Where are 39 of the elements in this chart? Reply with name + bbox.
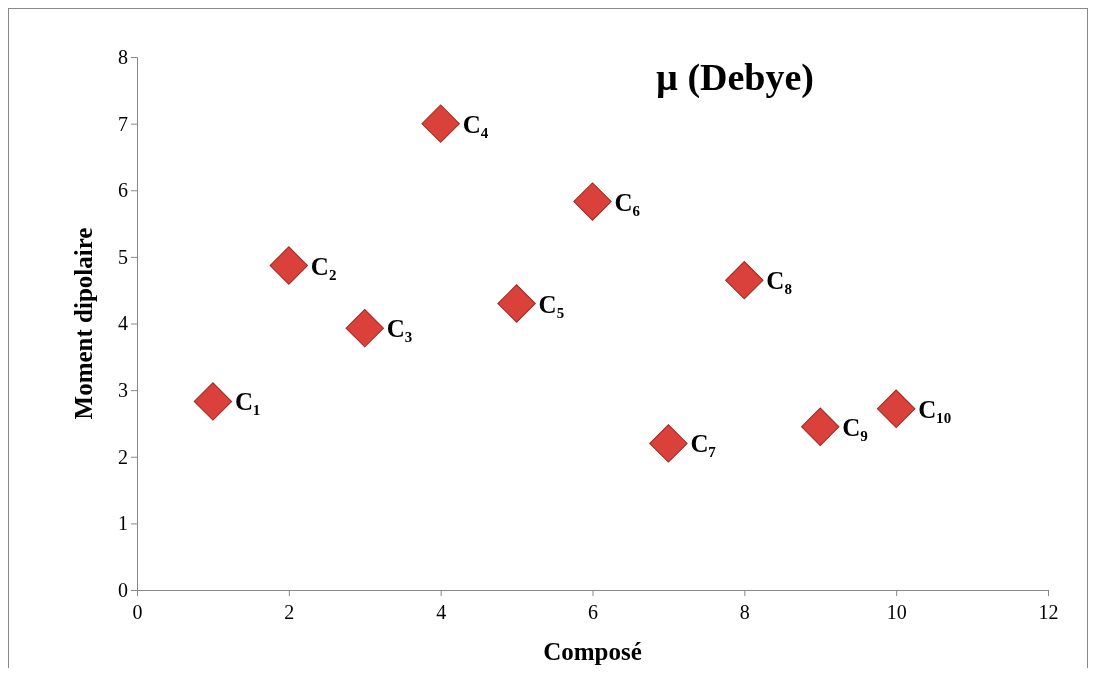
point bbox=[497, 284, 536, 323]
annotation: C₁₀ bbox=[918, 395, 952, 423]
y-axis-title: Moment dipolaire bbox=[70, 227, 97, 420]
y-tick-label: 0 bbox=[118, 578, 128, 601]
x-tick-label: 8 bbox=[739, 601, 750, 623]
annotation: C₂ bbox=[310, 252, 337, 280]
y-tick-label: 1 bbox=[118, 512, 128, 535]
y-tick-label: 2 bbox=[118, 445, 128, 468]
point bbox=[725, 260, 764, 300]
y-tick-label: 8 bbox=[118, 45, 128, 68]
annotation: C₉ bbox=[842, 413, 869, 441]
x-tick-label: 0 bbox=[132, 601, 143, 623]
point bbox=[876, 389, 916, 428]
annotation: C₇ bbox=[690, 430, 716, 458]
annotation: C₃ bbox=[386, 315, 413, 343]
y-tick-label: 6 bbox=[118, 179, 128, 202]
point bbox=[193, 382, 233, 421]
y-tick-label: 5 bbox=[118, 245, 128, 268]
y-tick-label: 4 bbox=[118, 312, 128, 335]
x-tick-label: 6 bbox=[588, 601, 598, 623]
point bbox=[421, 104, 460, 143]
annotation: C₄ bbox=[462, 110, 489, 138]
x-tick-label: 10 bbox=[886, 601, 907, 623]
x-axis-title: Composé bbox=[543, 638, 642, 665]
point bbox=[573, 182, 612, 221]
point bbox=[269, 246, 309, 285]
annotation: C₁ bbox=[234, 388, 261, 416]
x-tick-label: 2 bbox=[284, 601, 295, 623]
y-tick-label: 3 bbox=[118, 379, 128, 402]
point bbox=[345, 308, 384, 348]
y-tick-label: 7 bbox=[118, 112, 128, 135]
point bbox=[649, 424, 688, 463]
point bbox=[801, 407, 840, 446]
annotation: C₈ bbox=[766, 267, 792, 295]
x-tick-label: 4 bbox=[436, 601, 447, 623]
chart-title: µ (Debye) bbox=[655, 56, 815, 99]
annotation: C₆ bbox=[614, 188, 641, 216]
x-tick-label: 12 bbox=[1038, 601, 1059, 623]
annotation: C₅ bbox=[538, 290, 565, 318]
